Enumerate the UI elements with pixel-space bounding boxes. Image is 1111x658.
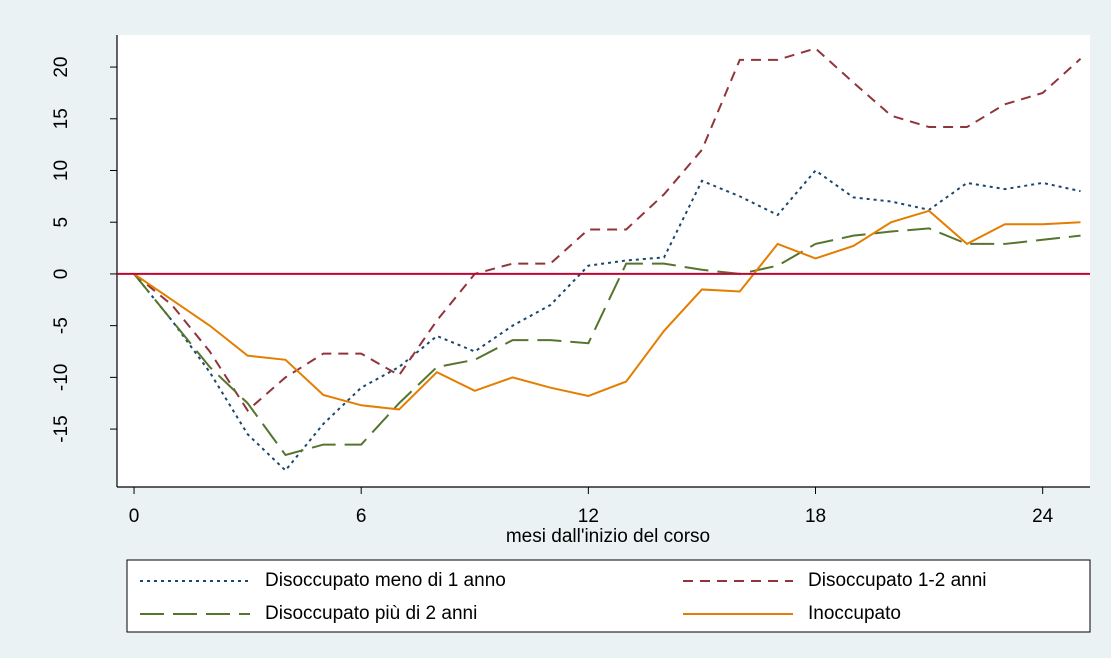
series-line xyxy=(133,209,1081,411)
x-tick-label: 0 xyxy=(129,506,140,527)
x-tick-label: 12 xyxy=(578,506,599,527)
series-line xyxy=(133,47,1082,412)
legend-label: Disoccupato più di 2 anni xyxy=(265,603,477,624)
x-axis-label: mesi dall'inizio del corso xyxy=(506,526,710,547)
y-tick-label: -10 xyxy=(51,364,72,391)
legend-box xyxy=(126,559,1091,633)
y-tick-label: 10 xyxy=(51,160,72,181)
y-tick-label: 0 xyxy=(51,269,72,280)
plot-area xyxy=(117,35,1090,487)
legend-label: Inoccupato xyxy=(808,603,901,624)
series-line xyxy=(133,227,1081,457)
y-tick-label: -5 xyxy=(51,317,72,334)
y-tick-label: 5 xyxy=(51,217,72,228)
series-line xyxy=(133,169,1081,472)
y-tick-label: 15 xyxy=(51,108,72,129)
y-tick-label: -15 xyxy=(51,415,72,442)
legend-label: Disoccupato 1-2 anni xyxy=(808,570,987,591)
x-tick-label: 24 xyxy=(1032,506,1054,527)
y-tick-label: 20 xyxy=(51,56,72,77)
legend-label: Disoccupato meno di 1 anno xyxy=(265,570,506,591)
x-tick-label: 6 xyxy=(356,506,367,527)
x-tick-label: 18 xyxy=(805,506,826,527)
